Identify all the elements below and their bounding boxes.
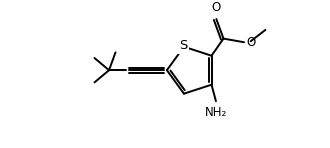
Text: O: O [246,36,255,49]
Text: NH₂: NH₂ [205,106,227,119]
Text: O: O [212,1,221,14]
Text: S: S [179,39,187,52]
